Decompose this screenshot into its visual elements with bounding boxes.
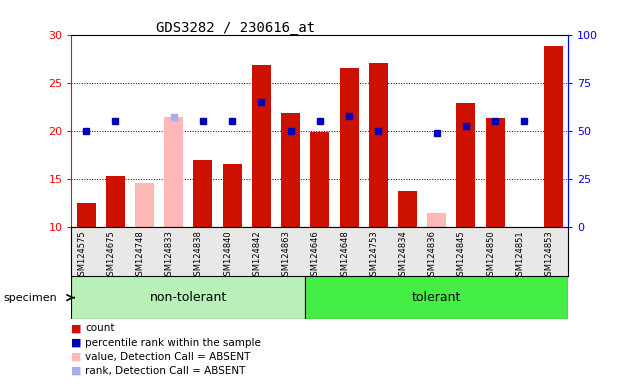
Bar <box>305 276 568 319</box>
Text: GSM124675: GSM124675 <box>106 230 116 281</box>
Text: GSM124753: GSM124753 <box>369 230 378 281</box>
Bar <box>456 103 476 227</box>
Bar <box>340 68 358 227</box>
Bar <box>427 213 446 227</box>
Text: ■: ■ <box>71 366 82 376</box>
Text: count: count <box>85 323 115 333</box>
Text: ■: ■ <box>71 352 82 362</box>
Text: rank, Detection Call = ABSENT: rank, Detection Call = ABSENT <box>85 366 245 376</box>
Text: GSM124646: GSM124646 <box>311 230 320 281</box>
Bar <box>135 184 154 227</box>
Bar <box>281 113 300 227</box>
Text: specimen: specimen <box>3 293 57 303</box>
Bar <box>310 132 329 227</box>
Text: GSM124850: GSM124850 <box>486 230 495 281</box>
Bar <box>369 63 388 227</box>
Bar <box>486 118 505 227</box>
Text: GSM124845: GSM124845 <box>457 230 466 281</box>
Bar <box>76 203 96 227</box>
Text: GSM124748: GSM124748 <box>135 230 145 281</box>
Text: GSM124834: GSM124834 <box>399 230 407 281</box>
Text: ■: ■ <box>71 338 82 348</box>
Bar <box>193 161 212 227</box>
Text: GSM124836: GSM124836 <box>428 230 437 281</box>
Bar <box>398 191 417 227</box>
Text: ■: ■ <box>71 323 82 333</box>
Bar <box>71 276 305 319</box>
Text: GSM124838: GSM124838 <box>194 230 203 281</box>
Bar <box>164 117 183 227</box>
Text: tolerant: tolerant <box>412 291 461 304</box>
Text: GSM124863: GSM124863 <box>281 230 291 281</box>
Text: GSM124851: GSM124851 <box>515 230 524 281</box>
Bar <box>252 65 271 227</box>
Bar <box>544 46 563 227</box>
Text: GSM124575: GSM124575 <box>77 230 86 281</box>
Text: value, Detection Call = ABSENT: value, Detection Call = ABSENT <box>85 352 250 362</box>
Bar <box>223 164 242 227</box>
Text: GDS3282 / 230616_at: GDS3282 / 230616_at <box>156 21 315 35</box>
Text: GSM124853: GSM124853 <box>545 230 553 281</box>
Text: GSM124833: GSM124833 <box>165 230 174 281</box>
Text: percentile rank within the sample: percentile rank within the sample <box>85 338 261 348</box>
Text: non-tolerant: non-tolerant <box>150 291 227 304</box>
Bar <box>106 176 125 227</box>
Text: GSM124840: GSM124840 <box>223 230 232 281</box>
Text: GSM124842: GSM124842 <box>252 230 261 281</box>
Text: GSM124648: GSM124648 <box>340 230 349 281</box>
